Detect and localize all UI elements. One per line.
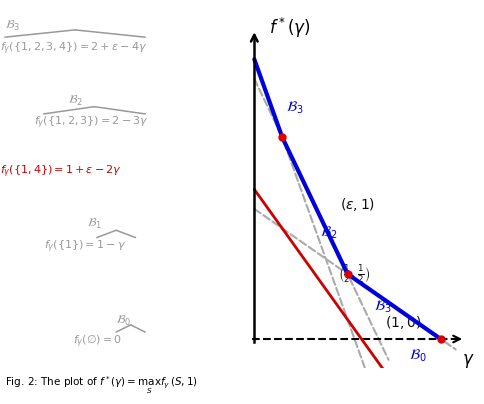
Text: $f_\gamma(\{1,2,3,4\}) = 2 + \epsilon - 4\gamma$: $f_\gamma(\{1,2,3,4\}) = 2 + \epsilon - …	[0, 40, 147, 57]
Text: $(\epsilon, 1)$: $(\epsilon, 1)$	[340, 196, 375, 213]
Text: $\mathcal{B}_3$: $\mathcal{B}_3$	[286, 99, 303, 116]
Text: $\mathcal{B}_3$: $\mathcal{B}_3$	[5, 19, 20, 33]
Text: Fig. 2: The plot of $f^*(\gamma) = \max_S f_\gamma(S, 1)$: Fig. 2: The plot of $f^*(\gamma) = \max_…	[5, 375, 197, 396]
Text: $f_\gamma(\{1,4\}) = 1 + \epsilon - 2\gamma$: $f_\gamma(\{1,4\}) = 1 + \epsilon - 2\ga…	[0, 164, 121, 180]
Text: $\mathcal{B}_1$: $\mathcal{B}_1$	[87, 217, 102, 231]
Text: $\mathcal{B}_3$: $\mathcal{B}_3$	[374, 298, 391, 315]
Text: $\gamma$: $\gamma$	[462, 352, 475, 370]
Text: $\mathcal{B}_0$: $\mathcal{B}_0$	[116, 314, 132, 328]
Text: $\left(\frac{1}{2}, \frac{1}{2}\right)$: $\left(\frac{1}{2}, \frac{1}{2}\right)$	[338, 263, 371, 285]
Text: $\mathcal{B}_2$: $\mathcal{B}_2$	[319, 224, 337, 240]
Text: $\mathcal{B}_0$: $\mathcal{B}_0$	[409, 348, 427, 364]
Text: $(1, 0)$: $(1, 0)$	[385, 314, 421, 330]
Text: $f^*(\gamma)$: $f^*(\gamma)$	[269, 16, 311, 40]
Text: $f_\gamma(\{1,2,3\}) = 2 - 3\gamma$: $f_\gamma(\{1,2,3\}) = 2 - 3\gamma$	[34, 115, 149, 131]
Text: $\mathcal{B}_2$: $\mathcal{B}_2$	[68, 94, 83, 108]
Text: $f_\gamma(\emptyset) = 0$: $f_\gamma(\emptyset) = 0$	[73, 333, 122, 349]
Text: $f_\gamma(\{1\}) = 1 - \gamma$: $f_\gamma(\{1\}) = 1 - \gamma$	[44, 238, 126, 255]
